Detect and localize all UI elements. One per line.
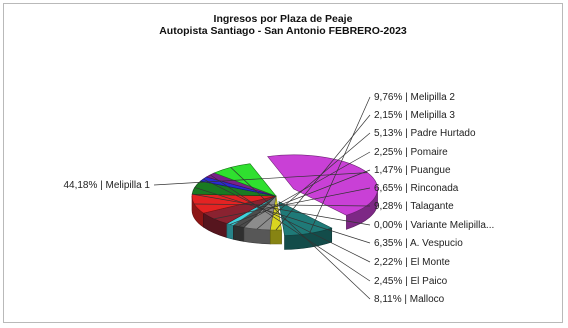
chart-subtitle: Autopista Santiago - San Antonio FEBRERO… [159,25,407,37]
slice-side [233,224,245,242]
leader-line [153,172,368,186]
data-label: 2,25% | Pomaire [374,147,448,158]
data-label: 2,22% | El Monte [374,257,450,268]
leader-line [192,193,371,226]
chart-title-block: Ingresos por Plaza de Peaje Autopista Sa… [4,13,562,37]
data-label: 1,47% | Puangue [374,165,451,176]
slice-side [226,223,234,240]
data-label: 5,13% | Padre Hurtado [374,128,476,139]
leader-lines [153,96,371,300]
leader-line [194,187,371,244]
leader-line [309,96,371,234]
leader-line [194,203,371,207]
leader-line [238,151,371,227]
slice-labels: 44,18% | Melipilla 1 9,76% | Melipilla 2 2… [63,92,494,305]
pie-sides [191,188,378,250]
leader-line [230,167,371,300]
data-label: 9,28% | Talagante [374,201,454,212]
slice-side [269,229,282,245]
leader-line [209,174,371,282]
leader-line [229,169,371,225]
data-label: 6,65% | Rinconada [374,183,459,194]
data-label: 8,11% | Malloco [374,294,445,305]
chart-title: Ingresos por Plaza de Peaje [213,13,353,25]
data-label: 6,35% | A. Vespucio [374,238,463,249]
leader-line [213,187,371,220]
data-label: 44,18% | Melipilla 1 [63,180,150,191]
data-label: 2,15% | Melipilla 3 [374,110,455,121]
data-label: 9,76% | Melipilla 2 [374,92,455,103]
slice-melipilla-2 [278,201,333,236]
data-label: 2,45% | El Paico [374,276,448,287]
leader-line [275,114,371,231]
data-label: 0,00% | Variante Melipilla... [374,220,494,231]
